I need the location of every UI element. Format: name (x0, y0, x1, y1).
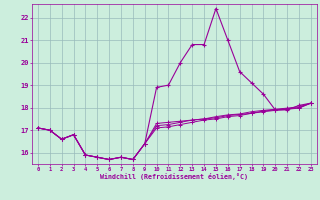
X-axis label: Windchill (Refroidissement éolien,°C): Windchill (Refroidissement éolien,°C) (100, 173, 248, 180)
